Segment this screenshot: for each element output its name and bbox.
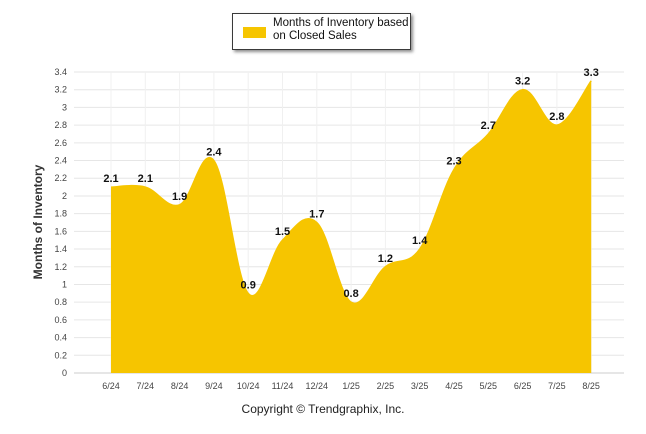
x-tick-label: 7/24 bbox=[137, 381, 155, 391]
data-label: 1.4 bbox=[412, 235, 428, 247]
y-tick-label: 0.6 bbox=[54, 315, 67, 325]
y-tick-label: 2.2 bbox=[54, 173, 67, 183]
x-tick-label: 3/25 bbox=[411, 381, 429, 391]
x-tick-label: 5/25 bbox=[480, 381, 498, 391]
data-label: 3.3 bbox=[584, 67, 599, 79]
y-axis-ticks: 0 0.2 0.4 0.6 0.8 1 1.2 1.4 1.6 1.8 2 2.2 2.4 2.6 2.8 3… bbox=[54, 67, 67, 378]
data-label: 2.1 bbox=[138, 173, 153, 185]
data-label: 0.8 bbox=[343, 288, 358, 300]
x-tick-label: 2/25 bbox=[377, 381, 395, 391]
y-tick-label: 2 bbox=[62, 191, 67, 201]
y-tick-label: 1 bbox=[62, 279, 67, 289]
x-axis-ticks: 6/24 7/24 8/24 9/24 10/24 11/24 12/24 1/25 2/25 3… bbox=[102, 381, 600, 391]
data-label: 1.7 bbox=[309, 209, 324, 221]
y-tick-label: 3.4 bbox=[54, 67, 67, 77]
data-label: 2.3 bbox=[446, 155, 461, 167]
data-label: 1.2 bbox=[378, 253, 393, 265]
y-tick-label: 3.2 bbox=[54, 85, 67, 95]
data-label: 3.2 bbox=[515, 76, 530, 88]
data-label: 2.7 bbox=[481, 120, 496, 132]
y-tick-label: 1.6 bbox=[54, 226, 67, 236]
area-fill bbox=[111, 80, 592, 374]
y-tick-label: 3 bbox=[62, 102, 67, 112]
x-tick-label: 10/24 bbox=[237, 381, 260, 391]
y-tick-label: 0.8 bbox=[54, 297, 67, 307]
y-tick-label: 1.8 bbox=[54, 209, 67, 219]
legend: Months of Inventory based on Closed Sale… bbox=[232, 13, 411, 50]
data-label: 0.9 bbox=[241, 279, 256, 291]
series-line bbox=[110, 80, 592, 305]
y-tick-label: 1.4 bbox=[54, 244, 67, 254]
y-tick-label: 0.4 bbox=[54, 333, 67, 343]
data-label: 2.1 bbox=[103, 173, 118, 185]
legend-swatch bbox=[243, 27, 266, 38]
y-tick-label: 2.8 bbox=[54, 120, 67, 130]
copyright-footer: Copyright © Trendgraphix, Inc. bbox=[241, 402, 405, 416]
data-label: 1.9 bbox=[172, 191, 187, 203]
y-tick-label: 0 bbox=[62, 368, 67, 378]
data-label: 2.8 bbox=[549, 111, 564, 123]
data-label: 2.4 bbox=[206, 147, 222, 159]
area-series bbox=[110, 80, 592, 374]
x-tick-label: 6/24 bbox=[102, 381, 120, 391]
y-tick-label: 2.4 bbox=[54, 156, 67, 166]
data-label: 1.5 bbox=[275, 226, 290, 238]
x-tick-label: 8/25 bbox=[582, 381, 600, 391]
y-tick-label: 0.2 bbox=[54, 350, 67, 360]
x-tick-label: 8/24 bbox=[171, 381, 189, 391]
x-tick-label: 6/25 bbox=[514, 381, 532, 391]
x-tick-label: 4/25 bbox=[445, 381, 463, 391]
y-tick-label: 1.2 bbox=[54, 262, 67, 272]
x-tick-label: 12/24 bbox=[306, 381, 329, 391]
legend-label: Months of Inventory based on Closed Sale… bbox=[273, 17, 409, 42]
y-axis-title: Months of Inventory bbox=[31, 164, 45, 279]
x-tick-label: 7/25 bbox=[548, 381, 566, 391]
x-tick-label: 1/25 bbox=[342, 381, 360, 391]
data-labels: 2.1 2.1 1.9 2.4 0.9 1.5 1.7 0.8 1.2 1.4 2.3 2.7 3.2 2… bbox=[103, 67, 598, 300]
y-tick-label: 2.6 bbox=[54, 138, 67, 148]
x-tick-label: 9/24 bbox=[205, 381, 223, 391]
x-tick-label: 11/24 bbox=[272, 381, 294, 391]
